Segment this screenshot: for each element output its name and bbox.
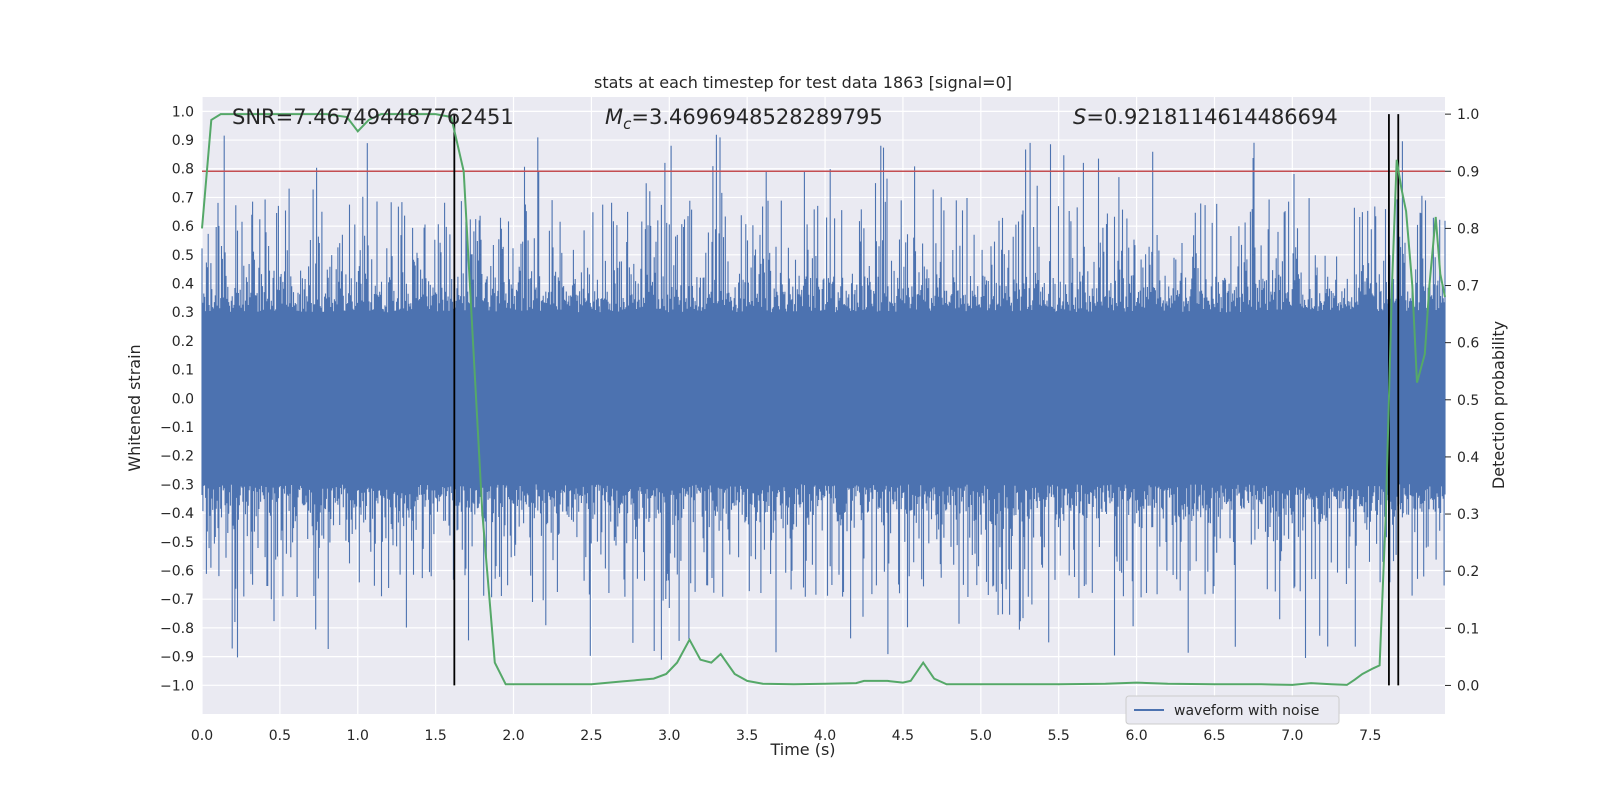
legend-label: waveform with noise [1174, 703, 1319, 719]
legend: waveform with noise [1125, 695, 1340, 725]
x-tick-label: 0.5 [269, 728, 291, 744]
y-tick-label: 0.0 [172, 391, 194, 407]
x-tick-label: 4.0 [814, 728, 836, 744]
y-tick-label: 0.9 [172, 133, 194, 149]
x-tick-label: 3.0 [658, 728, 680, 744]
y2-tick-label: 1.0 [1457, 107, 1479, 123]
x-tick-label: 0.0 [191, 728, 213, 744]
snr-annotation: SNR=7.467494487762451 [232, 105, 514, 129]
mc-subscript: c [623, 115, 632, 133]
waveform-series [201, 134, 1446, 660]
y-tick-label: 0.5 [172, 248, 194, 264]
y-tick-label: 0.2 [172, 334, 194, 350]
y2-ticks: 1.0 0.9 0.8 0.7 0.6 0.5 0.4 0.3 0.2 0.1 0.0 [1445, 107, 1479, 694]
x-tick-label: 6.5 [1203, 728, 1225, 744]
probability-series [201, 113, 1446, 686]
y-tick-label: −0.2 [160, 449, 194, 465]
x-ticks: 0.0 0.5 1.0 1.5 2.0 2.5 3.0 3.5 4.0 4.5 5.0 5.5 6.0 6… [191, 728, 1381, 744]
chart-title: stats at each timestep for test data 186… [594, 73, 1012, 92]
x-tick-label: 3.5 [736, 728, 758, 744]
y-tick-label: 0.8 [172, 162, 194, 178]
x-tick-label: 4.5 [892, 728, 914, 744]
s-symbol: S [1073, 105, 1086, 129]
x-tick-label: 5.0 [970, 728, 992, 744]
y-tick-label: −0.7 [160, 592, 194, 608]
y2-tick-label: 0.8 [1457, 221, 1479, 237]
y-tick-label: 0.6 [172, 219, 194, 235]
s-value: =0.9218114614486694 [1086, 105, 1337, 129]
y-tick-label: −1.0 [160, 678, 194, 694]
waveform-trace [201, 134, 1446, 660]
mc-symbol: M [605, 105, 623, 129]
x-tick-label: 2.0 [502, 728, 524, 744]
y-tick-label: −0.9 [160, 650, 194, 666]
y2-tick-label: 0.0 [1457, 678, 1479, 694]
mc-value: =3.4696948528289795 [631, 105, 882, 129]
y-tick-label: 0.4 [172, 277, 194, 293]
y2-tick-label: 0.7 [1457, 279, 1479, 295]
y-tick-label: 0.7 [172, 190, 194, 206]
y2-tick-label: 0.6 [1457, 336, 1479, 352]
y-tick-label: 1.0 [172, 104, 194, 120]
x-tick-label: 7.5 [1359, 728, 1381, 744]
y2-tick-label: 0.5 [1457, 393, 1479, 409]
x-axis-label: Time (s) [769, 740, 835, 759]
x-tick-label: 1.0 [347, 728, 369, 744]
s-annotation: S=0.9218114614486694 [1073, 105, 1338, 129]
y-tick-label: 0.1 [172, 363, 194, 379]
y-tick-label: −0.1 [160, 420, 194, 436]
y2-axis-label: Detection probability [1489, 321, 1508, 489]
x-tick-label: 7.0 [1281, 728, 1303, 744]
y-tick-label: −0.4 [160, 506, 194, 522]
y2-tick-label: 0.1 [1457, 621, 1479, 637]
legend-box [1125, 695, 1340, 725]
y2-tick-label: 0.3 [1457, 507, 1479, 523]
y-tick-label: −0.5 [160, 535, 194, 551]
x-tick-label: 1.5 [425, 728, 447, 744]
y-tick-label: −0.8 [160, 621, 194, 637]
y-ticks: 1.0 0.9 0.8 0.7 0.6 0.5 0.4 0.3 0.2 0.1 0.0 −0.1 −0.… [160, 104, 194, 694]
x-tick-label: 6.0 [1125, 728, 1147, 744]
y2-tick-label: 0.4 [1457, 450, 1479, 466]
y2-tick-label: 0.2 [1457, 564, 1479, 580]
y-tick-label: 0.3 [172, 305, 194, 321]
mc-annotation: Mc=3.4696948528289795 [605, 105, 883, 133]
y2-tick-label: 0.9 [1457, 164, 1479, 180]
x-tick-label: 2.5 [580, 728, 602, 744]
y-tick-label: −0.6 [160, 564, 194, 580]
y-axis-label: Whitened strain [125, 344, 144, 471]
y-tick-label: −0.3 [160, 477, 194, 493]
x-tick-label: 5.5 [1048, 728, 1070, 744]
